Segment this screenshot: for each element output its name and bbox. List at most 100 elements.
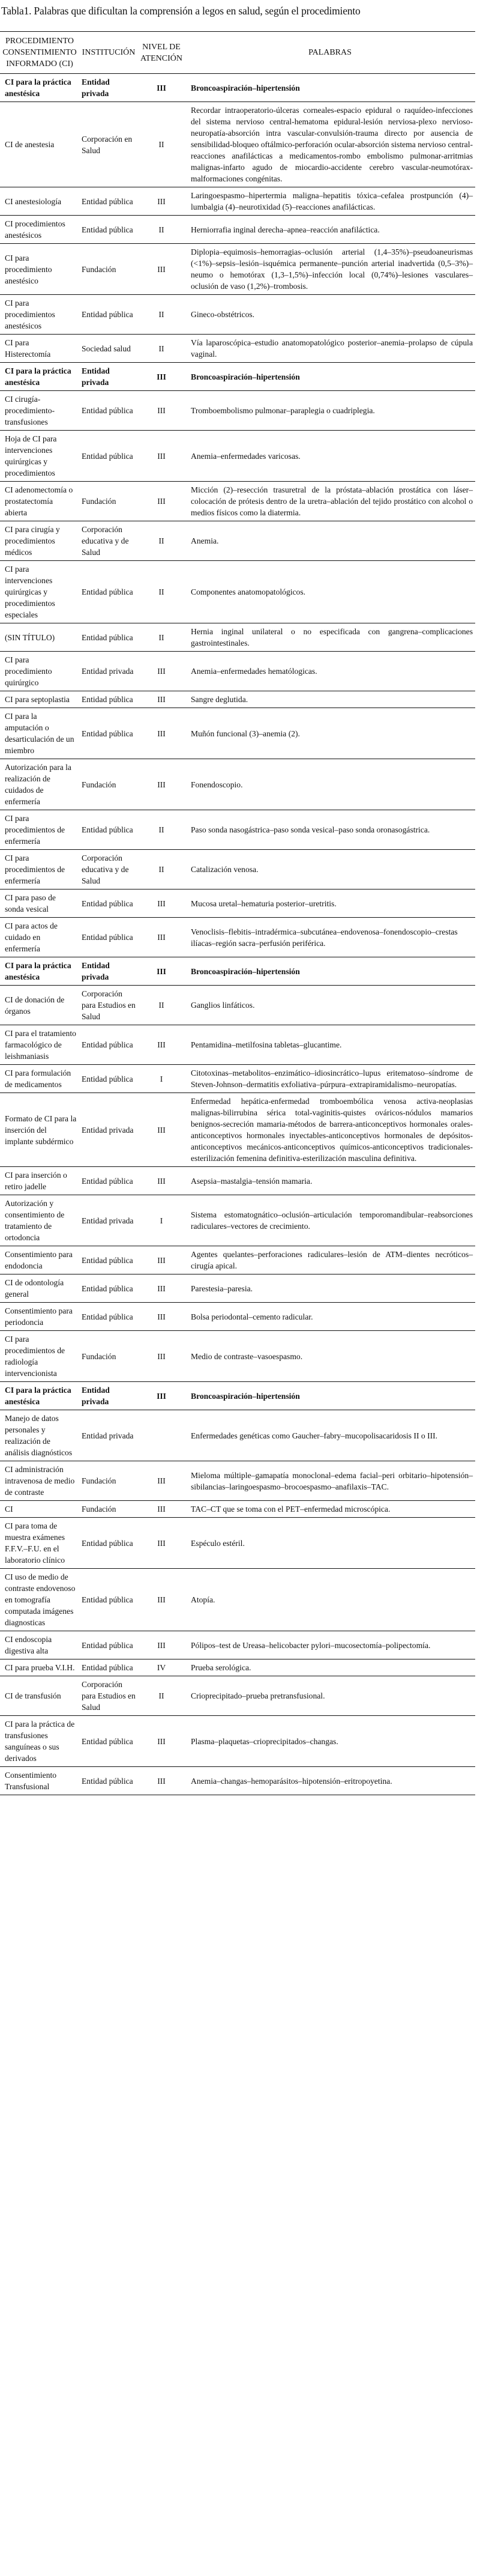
cell-nivel: III	[138, 1568, 185, 1631]
cell-palabras: Vía laparoscópica–estudio anatomopatológ…	[185, 334, 475, 363]
header-procedimiento: PROCEDIMIENTO CONSENTIMIENTO INFORMADO (…	[0, 31, 79, 74]
table-row: CI para formulación de medicamentos Entid…	[0, 1064, 475, 1093]
cell-palabras: Sistema estomatognático–oclusión–articul…	[185, 1195, 475, 1246]
cell-institucion: Entidad pública	[79, 390, 138, 431]
cell-institucion: Entidad privada	[79, 1410, 138, 1461]
header-nivel: NIVEL DE ATENCIÓN	[138, 31, 185, 74]
table-row: Consentimiento para endodoncia Entidad pú…	[0, 1246, 475, 1274]
table-row: CI para la práctica anestésica Entidad pr…	[0, 1381, 475, 1410]
table-row: CI para procedimientos de enfermería Enti…	[0, 810, 475, 850]
cell-institucion: Fundación	[79, 1330, 138, 1382]
cell-procedimiento: CI para actos de cuidado en enfermería	[0, 917, 79, 957]
cell-palabras: Gineco-obstétricos.	[185, 294, 475, 335]
table-row: CI para prueba V.I.H. Entidad pública IV Pr…	[0, 1659, 475, 1676]
cell-nivel: III	[138, 1631, 185, 1659]
cell-institucion: Entidad pública	[79, 1064, 138, 1093]
table-row: CI Fundación III TAC–CT que se toma con el …	[0, 1500, 475, 1518]
cell-procedimiento: CI administración intravenosa de medio d…	[0, 1461, 79, 1501]
cell-palabras: Recordar intraoperatorio-úlceras corneal…	[185, 102, 475, 187]
words-table: PROCEDIMIENTO CONSENTIMIENTO INFORMADO (…	[0, 31, 475, 1795]
cell-palabras: Broncoaspiración–hipertensión	[185, 362, 475, 391]
cell-palabras: Anemia–enfermedades varicosas.	[185, 430, 475, 482]
cell-nivel: III	[138, 651, 185, 691]
cell-procedimiento: CI para la práctica anestésica	[0, 1381, 79, 1410]
cell-institucion: Entidad pública	[79, 889, 138, 918]
table-row: CI procedimientos anestésicos Entidad púb…	[0, 215, 475, 244]
cell-palabras: Sangre deglutida.	[185, 691, 475, 708]
cell-procedimiento: CI para septoplastia	[0, 691, 79, 708]
cell-procedimiento: CI para paso de sonda vesical	[0, 889, 79, 918]
table-row: CI para la práctica anestésica Entidad pr…	[0, 73, 475, 102]
header-institucion: INSTITUCIÓN	[79, 31, 138, 74]
cell-procedimiento: (SIN TÍTULO)	[0, 623, 79, 652]
cell-procedimiento: CI para formulación de medicamentos	[0, 1064, 79, 1093]
cell-nivel: III	[138, 73, 185, 102]
table-row: Autorización para la realización de cuid…	[0, 759, 475, 810]
cell-institucion: Fundación	[79, 1500, 138, 1518]
cell-procedimiento: Manejo de datos personales y realización…	[0, 1410, 79, 1461]
cell-nivel: III	[138, 390, 185, 431]
cell-palabras: Enfermedad hepática-enfermedad tromboemb…	[185, 1093, 475, 1167]
cell-nivel: III	[138, 362, 185, 391]
table-row: CI para procedimientos de radiología int…	[0, 1330, 475, 1382]
cell-nivel: II	[138, 334, 185, 363]
cell-institucion: Entidad pública	[79, 1246, 138, 1274]
cell-nivel: III	[138, 1517, 185, 1569]
cell-nivel: III	[138, 957, 185, 986]
cell-palabras: Atopía.	[185, 1568, 475, 1631]
cell-procedimiento: CI para la práctica de transfusiones san…	[0, 1715, 79, 1767]
table-row: CI para procedimiento quirúrgico Entidad …	[0, 651, 475, 691]
cell-palabras: Prueba serológica.	[185, 1659, 475, 1676]
table-row: CI endoscopia digestiva alta Entidad públ…	[0, 1631, 475, 1659]
cell-nivel: III	[138, 481, 185, 521]
cell-institucion: Entidad pública	[79, 430, 138, 482]
table-row: CI administración intravenosa de medio d…	[0, 1461, 475, 1501]
cell-palabras: Enfermedades genéticas como Gaucher–fabr…	[185, 1410, 475, 1461]
cell-procedimiento: CI de donación de órganos	[0, 985, 79, 1025]
cell-institucion: Entidad pública	[79, 215, 138, 244]
cell-institucion: Entidad privada	[79, 1093, 138, 1167]
cell-palabras: Bolsa periodontal–cemento radicular.	[185, 1302, 475, 1331]
cell-nivel: II	[138, 1676, 185, 1716]
table-row: CI para el tratamiento farmacológico de …	[0, 1025, 475, 1065]
cell-palabras: Mieloma múltiple–gamapatía monoclonal–ed…	[185, 1461, 475, 1501]
table-row: Manejo de datos personales y realización…	[0, 1410, 475, 1461]
cell-procedimiento: CI para la práctica anestésica	[0, 73, 79, 102]
cell-institucion: Sociedad salud	[79, 334, 138, 363]
cell-procedimiento: CI uso de medio de contraste endovenoso …	[0, 1568, 79, 1631]
cell-palabras: Fonendoscopio.	[185, 759, 475, 810]
cell-nivel: II	[138, 985, 185, 1025]
cell-procedimiento: CI adenomectomía o prostatectomía abiert…	[0, 481, 79, 521]
cell-procedimiento: CI de anestesia	[0, 102, 79, 187]
cell-palabras: Muñón funcional (3)–anemia (2).	[185, 708, 475, 759]
cell-nivel: II	[138, 521, 185, 561]
cell-procedimiento: Hoja de CI para intervenciones quirúrgic…	[0, 430, 79, 482]
cell-nivel: II	[138, 560, 185, 623]
cell-institucion: Entidad pública	[79, 560, 138, 623]
cell-nivel: II	[138, 623, 185, 652]
cell-procedimiento: CI de odontología general	[0, 1274, 79, 1303]
table-row: CI para procedimientos anestésicos Entida…	[0, 294, 475, 335]
cell-procedimiento: CI para Histerectomía	[0, 334, 79, 363]
cell-procedimiento: CI	[0, 1500, 79, 1518]
cell-palabras: Tromboembolismo pulmonar–paraplegia o cu…	[185, 390, 475, 431]
cell-institucion: Entidad pública	[79, 1659, 138, 1676]
cell-institucion: Entidad pública	[79, 810, 138, 850]
cell-nivel: III	[138, 917, 185, 957]
table-row: CI para toma de muestra exámenes F.F.V.–…	[0, 1517, 475, 1569]
cell-nivel: I	[138, 1195, 185, 1246]
cell-institucion: Corporación educativa y de Salud	[79, 521, 138, 561]
cell-palabras: Broncoaspiración–hipertensión	[185, 1381, 475, 1410]
cell-palabras: Diplopia–equimosis–hemorragias–oclusión …	[185, 243, 475, 295]
cell-procedimiento: CI para procedimiento anestésico	[0, 243, 79, 295]
cell-procedimiento: Consentimiento Transfusional	[0, 1766, 79, 1795]
cell-palabras: Paso sonda nasogástrica–paso sonda vesic…	[185, 810, 475, 850]
cell-palabras: Anemia–enfermedades hematólogicas.	[185, 651, 475, 691]
table-row: CI para procedimientos de enfermería Corp…	[0, 849, 475, 889]
table-row: CI cirugía-procedimiento-transfusiones En…	[0, 390, 475, 431]
cell-nivel: III	[138, 243, 185, 295]
cell-institucion: Entidad privada	[79, 1381, 138, 1410]
table-row: CI para paso de sonda vesical Entidad púb…	[0, 889, 475, 918]
cell-nivel: III	[138, 1381, 185, 1410]
cell-nivel: III	[138, 1093, 185, 1167]
